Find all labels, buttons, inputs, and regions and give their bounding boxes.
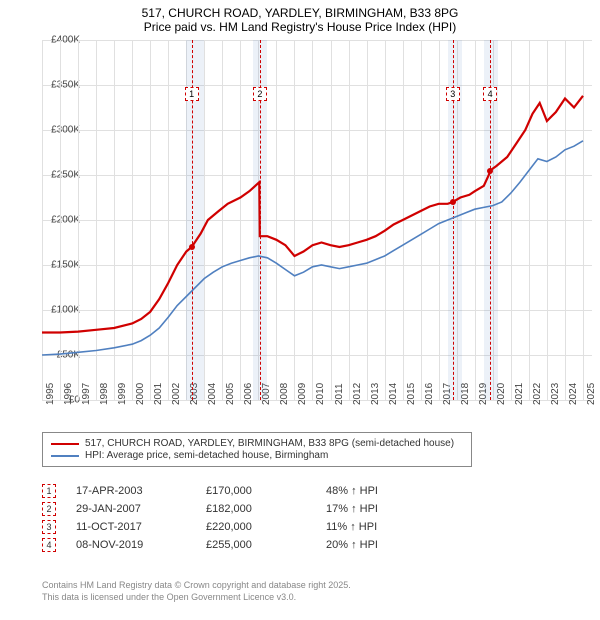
sales-table: 1 17-APR-2003£170,00048% ↑ HPI 2 29-JAN-200… <box>42 480 426 556</box>
sale-row: 4 08-NOV-2019£255,00020% ↑ HPI <box>42 538 426 552</box>
sale-date: 29-JAN-2007 <box>76 503 206 515</box>
footer-line-2: This data is licensed under the Open Gov… <box>42 592 351 604</box>
chart-subtitle: Price paid vs. HM Land Registry's House … <box>0 20 600 34</box>
sale-price: £170,000 <box>206 485 326 497</box>
sale-price: £255,000 <box>206 539 326 551</box>
sale-price: £182,000 <box>206 503 326 515</box>
sale-date: 17-APR-2003 <box>76 485 206 497</box>
sale-date: 08-NOV-2019 <box>76 539 206 551</box>
footer-line-1: Contains HM Land Registry data © Crown c… <box>42 580 351 592</box>
chart-area: £0£50K£100K£150K£200K£250K£300K£350K£400… <box>42 40 592 400</box>
sale-hpi: 11% ↑ HPI <box>326 521 426 533</box>
sale-row: 2 29-JAN-2007£182,00017% ↑ HPI <box>42 502 426 516</box>
legend-label: HPI: Average price, semi-detached house,… <box>85 450 328 461</box>
legend-item: HPI: Average price, semi-detached house,… <box>51 450 463 461</box>
legend: 517, CHURCH ROAD, YARDLEY, BIRMINGHAM, B… <box>42 432 472 467</box>
sale-hpi: 17% ↑ HPI <box>326 503 426 515</box>
sale-marker: 1 <box>42 484 56 498</box>
sale-row: 1 17-APR-2003£170,00048% ↑ HPI <box>42 484 426 498</box>
sale-price: £220,000 <box>206 521 326 533</box>
sale-hpi: 48% ↑ HPI <box>326 485 426 497</box>
series-line-hpi <box>42 141 583 355</box>
legend-swatch <box>51 443 79 445</box>
sale-marker: 2 <box>42 502 56 516</box>
footer: Contains HM Land Registry data © Crown c… <box>42 580 351 603</box>
chart-lines <box>42 40 592 400</box>
sale-date: 11-OCT-2017 <box>76 521 206 533</box>
sale-marker: 4 <box>42 538 56 552</box>
series-line-price_paid <box>42 96 583 333</box>
sale-hpi: 20% ↑ HPI <box>326 539 426 551</box>
sale-row: 3 11-OCT-2017£220,00011% ↑ HPI <box>42 520 426 534</box>
legend-label: 517, CHURCH ROAD, YARDLEY, BIRMINGHAM, B… <box>85 438 454 449</box>
chart-title: 517, CHURCH ROAD, YARDLEY, BIRMINGHAM, B… <box>0 6 600 20</box>
sale-marker: 3 <box>42 520 56 534</box>
legend-item: 517, CHURCH ROAD, YARDLEY, BIRMINGHAM, B… <box>51 438 463 449</box>
legend-swatch <box>51 455 79 457</box>
